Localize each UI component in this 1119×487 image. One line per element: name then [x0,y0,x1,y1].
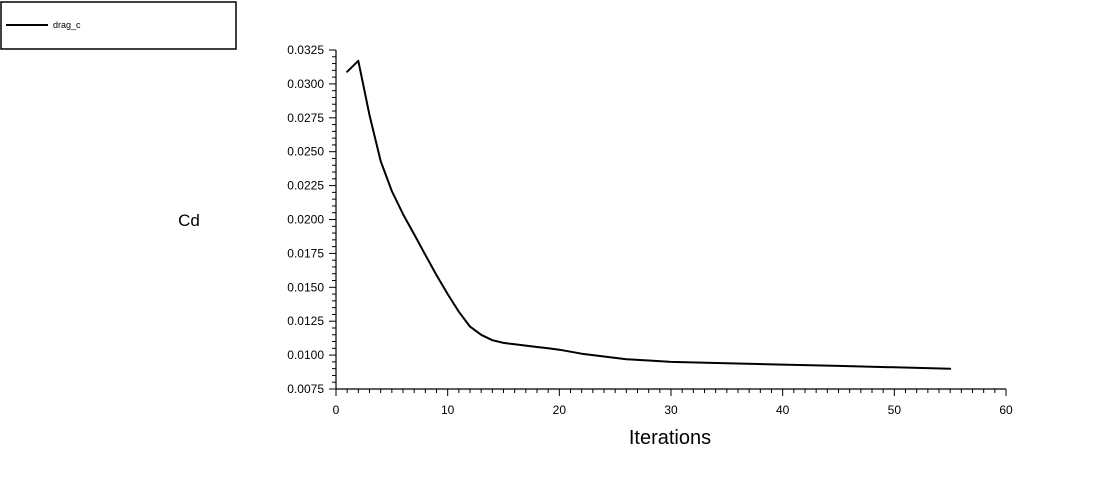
x-tick-label: 10 [441,403,455,417]
plot-area [346,59,952,370]
legend-label-drag-c: drag_c [53,20,81,30]
y-axis: 0.0075 0.0100 0.0125 0.0150 0.0175 0.0200 0.02… [287,43,337,396]
x-tick-label: 50 [888,403,902,417]
y-tick-label: 0.0075 [287,382,324,396]
y-tick-label: 0.0100 [287,348,324,362]
x-tick-label: 0 [333,403,340,417]
y-tick-label: 0.0150 [287,280,324,294]
series-line-drag-c [346,59,952,370]
x-tick-label: 40 [776,403,790,417]
y-tick-label: 0.0225 [287,179,324,193]
x-axis-title: Iterations [629,427,711,449]
y-tick-label: 0.0175 [287,246,324,260]
y-tick-label: 0.0250 [287,145,324,159]
y-tick-label: 0.0275 [287,111,324,125]
y-tick-label: 0.0125 [287,314,324,328]
y-tick-label: 0.0325 [287,43,324,57]
legend: drag_c [0,1,237,50]
y-axis-title: Cd [178,211,200,230]
y-tick-label: 0.0300 [287,77,324,91]
x-tick-label: 30 [664,403,678,417]
x-tick-label: 20 [553,403,567,417]
x-tick-label: 60 [999,403,1013,417]
x-axis: 0 10 20 30 40 50 60 [333,388,1013,417]
y-tick-label: 0.0200 [287,213,324,227]
